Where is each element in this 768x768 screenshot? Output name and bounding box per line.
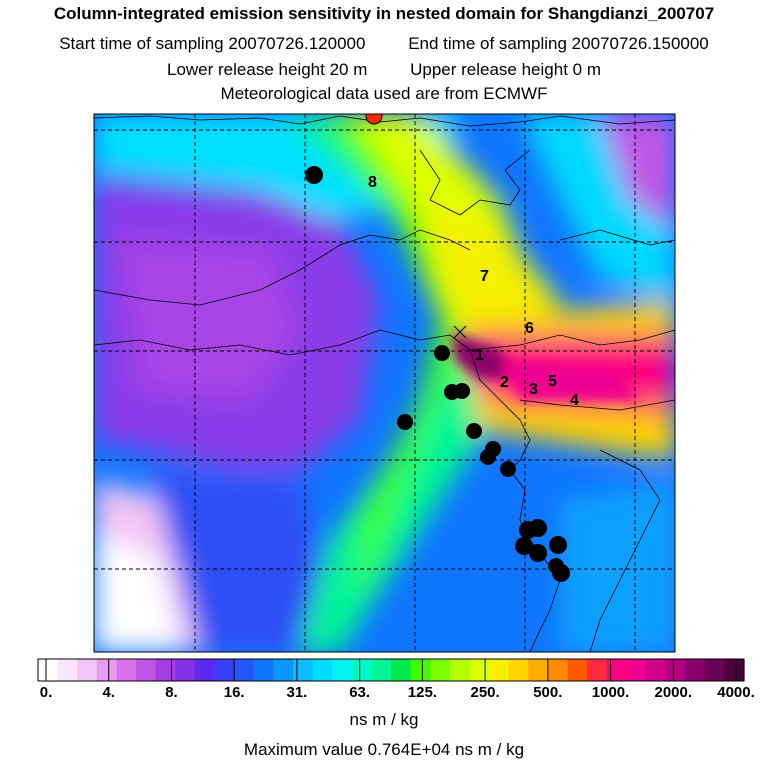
colorbar-segment (430, 659, 451, 681)
graticule (94, 114, 675, 652)
colorbar-segment (528, 659, 549, 681)
colorbar-segment (547, 659, 569, 681)
colorbar-segment (449, 659, 471, 681)
upper-value: 0 m (572, 60, 601, 79)
colorbar-tick-label: 8. (165, 684, 178, 701)
lower-value: 20 m (329, 60, 368, 79)
maximum-value: Maximum value 0.764E+04 ns m / kg (243, 740, 525, 759)
map-label: 4 (570, 392, 579, 409)
colorbar-segment (587, 659, 608, 681)
map-frame (93, 113, 676, 653)
map-label: 8 (368, 174, 377, 191)
colorbar-tick-label: 4000. (717, 684, 755, 701)
colorbar-segment (508, 659, 529, 681)
colorbar-segment (214, 659, 235, 681)
site-cross-icon (453, 325, 467, 339)
colorbar-frame (37, 658, 745, 682)
release-heights: Lower release height 20 m Upper release … (0, 60, 768, 80)
colorbar-segment (410, 659, 431, 681)
colorbar-segment (273, 659, 294, 681)
map-label: 1 (475, 347, 484, 364)
meteo-source: Meteorological data used are from ECMWF (220, 84, 548, 103)
colorbar-segment (77, 659, 98, 681)
colorbar-segment (253, 659, 274, 681)
map-label: 3 (529, 381, 538, 398)
end-value: 20070726.150000 (571, 34, 709, 53)
colorbar-tick-label: 250. (470, 684, 500, 701)
colorbar-segment (116, 659, 137, 681)
colorbar-tick-label: 16. (223, 684, 245, 701)
colorbar-segment (175, 659, 196, 681)
colorbar-tick-label: 63. (349, 684, 371, 701)
colorbar-segment (469, 659, 490, 681)
release-points (305, 166, 570, 582)
sampling-times: Start time of sampling 20070726.120000 E… (0, 34, 768, 54)
colorbar-unit: ns m / kg (349, 710, 419, 729)
colorbar-segment (234, 659, 255, 681)
plot-title: Column-integrated emission sensitivity i… (53, 4, 715, 23)
colorbar-tick-label: 500. (533, 684, 563, 701)
colorbar-segment (606, 659, 627, 681)
start-label: Start time of sampling (59, 34, 224, 53)
colorbar-tick-label: 0. (39, 684, 53, 701)
sensitivity-field: 1 2 3 4 5 6 7 8 (94, 114, 675, 652)
colorbar-segment (645, 659, 667, 681)
map-label: 5 (548, 373, 557, 390)
colorbar-segment (155, 659, 176, 681)
colorbar (38, 659, 745, 681)
colorbar-segment (194, 659, 216, 681)
start-value: 20070726.120000 (228, 34, 366, 53)
colorbar-segment (704, 659, 725, 681)
colorbar-segment (292, 659, 314, 681)
colorbar-segment (38, 659, 59, 681)
colorbar-segment (665, 659, 686, 681)
colorbar-segment (371, 659, 392, 681)
map-label: 6 (525, 320, 534, 337)
end-label: End time of sampling (408, 34, 567, 53)
map-number-labels: 1 2 3 4 5 6 7 8 (368, 174, 579, 409)
colorbar-segment (351, 659, 372, 681)
colorbar-tick-label: 2000. (654, 684, 693, 701)
colorbar-segment (136, 659, 157, 681)
colorbar-tick-label: 31. (286, 684, 308, 701)
colorbar-tick-label: 125. (407, 684, 437, 701)
colorbar-segment (567, 659, 588, 681)
colorbar-segment (724, 659, 745, 681)
lower-label: Lower release height (167, 60, 325, 79)
colorbar-segment (312, 659, 333, 681)
upper-label: Upper release height (410, 60, 568, 79)
receptor-marker (365, 114, 383, 125)
colorbar-segment (685, 659, 706, 681)
colorbar-tick-label: 1000. (591, 684, 630, 701)
map-label: 7 (480, 268, 489, 285)
colorbar-segment (96, 659, 118, 681)
colorbar-tick-label: 4. (102, 684, 115, 701)
colorbar-segment (626, 659, 647, 681)
colorbar-segment (57, 659, 78, 681)
colorbar-segment (332, 659, 353, 681)
colorbar-segment (391, 659, 412, 681)
colorbar-segment (489, 659, 510, 681)
map-label: 2 (500, 374, 509, 391)
